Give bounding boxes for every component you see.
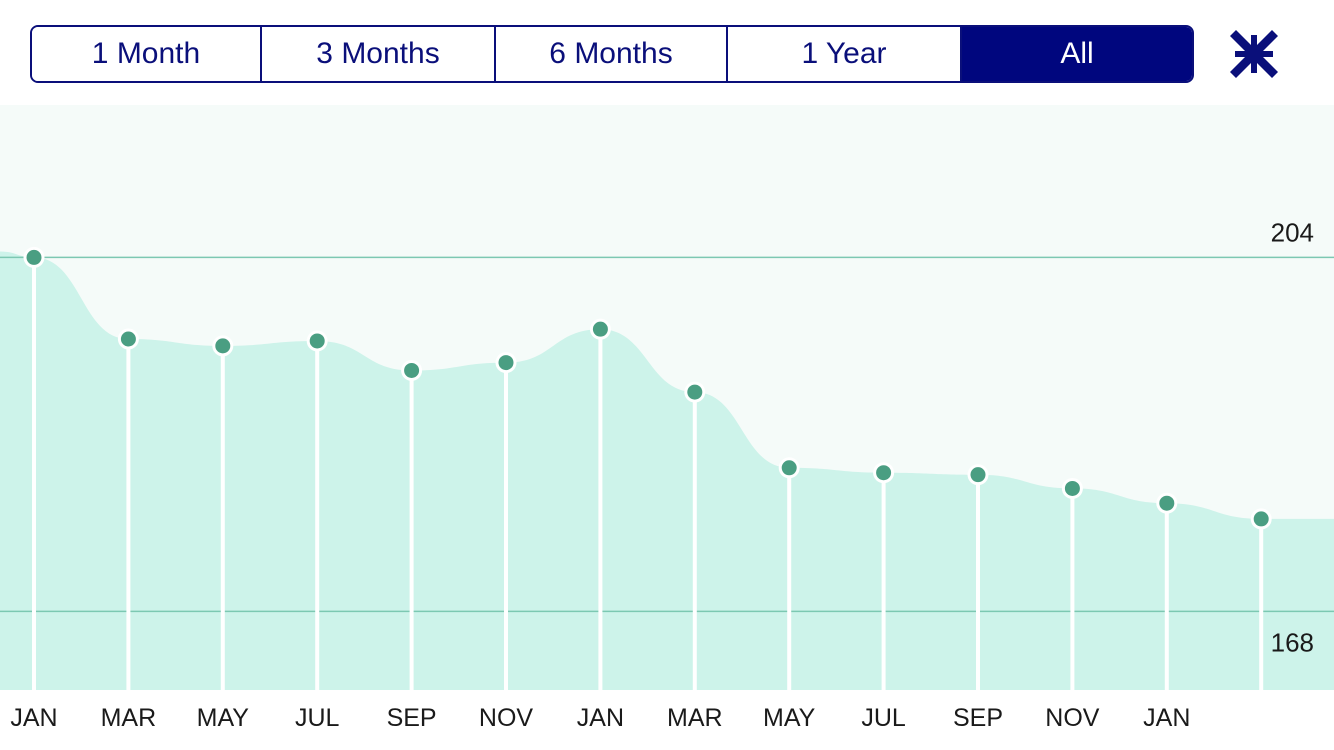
data-point-6 — [592, 321, 608, 337]
data-point-4 — [404, 362, 420, 378]
x-tick-label-12: JAN — [1143, 704, 1190, 732]
reference-label-204: 204 — [1271, 217, 1314, 247]
range-1-year-button[interactable]: 1 Year — [728, 27, 962, 81]
x-tick-label-8: MAY — [763, 704, 816, 732]
data-point-3 — [309, 333, 325, 349]
range-all-button[interactable]: All — [962, 27, 1192, 81]
x-tick-label-9: JUL — [861, 704, 906, 732]
weight-chart: 204 168 JAN MAR MAY JUL SEP NOV JAN MAR MAY JUL SEP… — [0, 105, 1334, 732]
data-point-2 — [215, 338, 231, 354]
x-tick-label-6: JAN — [577, 704, 624, 732]
data-point-13 — [1253, 511, 1269, 527]
collapse-button[interactable] — [1230, 30, 1278, 78]
x-tick-label-0: JAN — [10, 704, 57, 732]
x-tick-label-7: MAR — [667, 704, 723, 732]
range-1-month-button[interactable]: 1 Month — [32, 27, 262, 81]
collapse-arrows-icon — [1230, 30, 1278, 78]
data-point-12 — [1159, 495, 1175, 511]
data-point-7 — [687, 384, 703, 400]
reference-label-168: 168 — [1271, 627, 1314, 657]
x-tick-label-11: NOV — [1045, 704, 1100, 732]
x-tick-label-2: MAY — [197, 704, 250, 732]
data-point-5 — [498, 355, 514, 371]
x-tick-label-10: SEP — [953, 704, 1003, 732]
x-tick-label-5: NOV — [479, 704, 534, 732]
range-6-months-button[interactable]: 6 Months — [496, 27, 728, 81]
data-point-0 — [26, 249, 42, 265]
time-range-selector: 1 Month 3 Months 6 Months 1 Year All — [30, 25, 1194, 83]
data-point-10 — [970, 467, 986, 483]
x-tick-label-4: SEP — [387, 704, 437, 732]
x-tick-label-3: JUL — [295, 704, 340, 732]
data-point-11 — [1064, 480, 1080, 496]
area-fill — [0, 251, 1334, 690]
x-tick-label-1: MAR — [101, 704, 157, 732]
data-point-9 — [876, 465, 892, 481]
data-point-1 — [120, 331, 136, 347]
range-3-months-button[interactable]: 3 Months — [262, 27, 496, 81]
data-point-8 — [781, 460, 797, 476]
